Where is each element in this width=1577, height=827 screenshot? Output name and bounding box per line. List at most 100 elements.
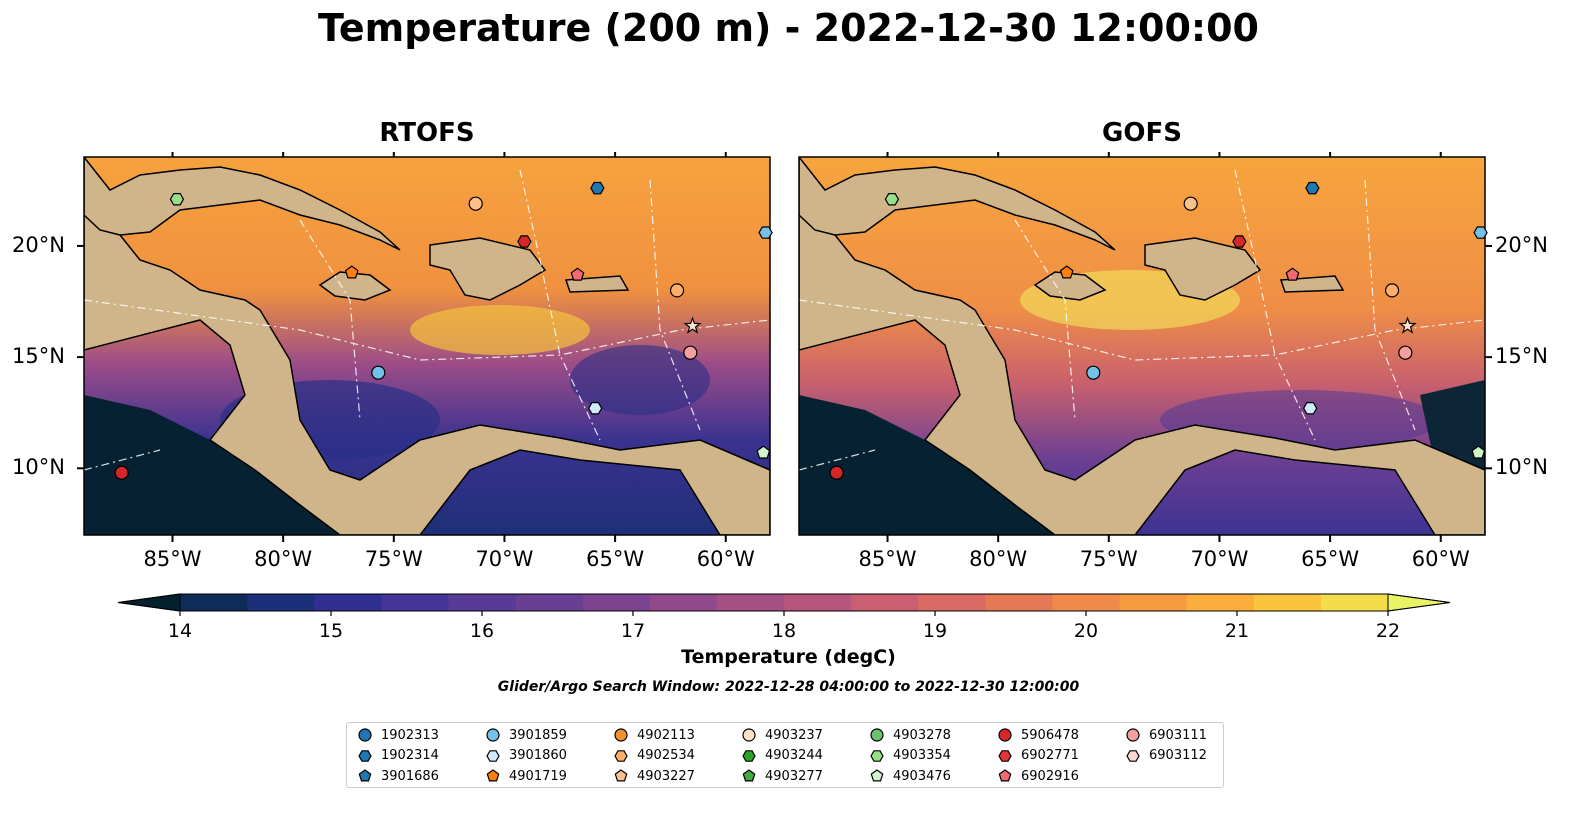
- legend-item: 4903237: [741, 726, 823, 744]
- legend-label: 5906478: [1021, 727, 1079, 743]
- y-tick-label: 20°N: [1495, 232, 1548, 257]
- x-tick-label: 60°W: [696, 547, 755, 571]
- legend-marker: [998, 749, 1012, 762]
- y-tick-label: 10°N: [1495, 455, 1548, 480]
- x-tick-label: 65°W: [586, 547, 645, 571]
- float-marker: [884, 193, 900, 206]
- float-markers: [114, 181, 1488, 480]
- colorbar-segment: [448, 594, 517, 611]
- colorbar-extend-min: [117, 593, 181, 612]
- float-legend: 1902313 1902314 3901686 3901859 3901860 49017…: [346, 722, 1224, 788]
- float-marker: [1086, 365, 1101, 380]
- map-frame-rtofs: [83, 156, 771, 536]
- legend-label: 4903244: [765, 748, 823, 763]
- float-marker: [1183, 196, 1198, 211]
- cuba-land: [799, 157, 1116, 251]
- colorbar-segment: [314, 594, 382, 611]
- legend-marker-icon: [742, 728, 756, 742]
- legend-label: 4903227: [637, 768, 695, 784]
- legend-label: 4903354: [893, 748, 951, 763]
- float-marker: [1303, 402, 1318, 415]
- colorbar: [117, 593, 1451, 616]
- float-marker: [1473, 226, 1488, 239]
- legend-item: 4902113: [613, 726, 695, 744]
- float-marker: [517, 235, 532, 248]
- legend-label: 6903111: [1149, 727, 1207, 743]
- legend-marker-icon: [1126, 749, 1140, 762]
- legend-item: 5906478: [997, 726, 1079, 744]
- pacific-ocean: [84, 395, 340, 535]
- legend-marker-icon: [614, 749, 628, 762]
- legend-item: 1902314: [357, 747, 439, 765]
- jamaica-land: [1033, 271, 1107, 301]
- cold-eddy: [570, 345, 710, 415]
- colorbar-segment: [247, 594, 315, 611]
- colorbar-tick-label: 22: [1375, 620, 1401, 642]
- legend-marker-icon: [998, 728, 1012, 742]
- float-marker: [169, 193, 185, 206]
- colorbar-segment: [784, 594, 852, 611]
- legend-marker-icon: [358, 728, 372, 742]
- x-tick-label: 65°W: [1301, 547, 1360, 571]
- colorbar-tick-label: 14: [167, 620, 193, 642]
- float-marker: [1384, 283, 1400, 298]
- float-marker: [114, 465, 129, 480]
- legend-marker: [358, 749, 372, 762]
- colorbar-segment: [716, 594, 785, 611]
- legend-item: 6903111: [1125, 726, 1207, 744]
- colorbar-label: Temperature (degC): [681, 646, 896, 668]
- search-window-note: Glider/Argo Search Window: 2022-12-28 04…: [497, 679, 1080, 695]
- map-panel-rtofs: [84, 157, 770, 535]
- legend-item: 4903476: [869, 767, 951, 785]
- x-tick-label: 85°W: [143, 547, 202, 571]
- colorbar-segment: [381, 594, 449, 611]
- x-tick-label: 70°W: [1190, 547, 1249, 571]
- pacific-ocean: [799, 395, 1055, 535]
- axis-ticks: [77, 152, 1492, 542]
- x-tick-label: 80°W: [969, 547, 1028, 571]
- legend-marker: [998, 728, 1012, 742]
- legend-label: 4903476: [893, 768, 951, 784]
- float-marker: [683, 316, 702, 334]
- legend-marker: [742, 728, 756, 742]
- colorbar-tick-label: 20: [1073, 620, 1099, 642]
- legend-item: 4902534: [613, 747, 695, 765]
- legend-marker: [742, 769, 756, 782]
- legend-label: 1902314: [381, 748, 439, 763]
- legend-marker-icon: [998, 749, 1012, 762]
- colorbar-segment: [649, 594, 718, 611]
- colorbar-tick-label: 16: [469, 620, 495, 642]
- legend-marker: [998, 769, 1012, 782]
- x-tick-label: 70°W: [475, 547, 534, 571]
- legend-label: 3901860: [509, 748, 567, 763]
- float-marker: [829, 465, 844, 480]
- legend-marker-icon: [358, 769, 372, 782]
- float-marker: [1398, 316, 1417, 334]
- float-marker: [570, 267, 585, 281]
- legend-label: 4903278: [893, 727, 951, 743]
- colorbar-tick-label: 17: [620, 620, 646, 642]
- legend-label: 1902313: [381, 727, 439, 743]
- legend-marker: [486, 728, 500, 742]
- legend-marker: [1126, 728, 1140, 742]
- legend-label: 3901859: [509, 727, 567, 743]
- float-marker: [590, 181, 605, 195]
- colorbar-segment: [1119, 594, 1188, 611]
- float-marker: [1305, 181, 1320, 195]
- colorbar-tick-label: 15: [318, 620, 344, 642]
- legend-item: 3901860: [485, 747, 567, 765]
- legend-item: 1902313: [357, 726, 439, 744]
- legend-item: 6902771: [997, 747, 1079, 765]
- cuba-land: [84, 157, 401, 251]
- legend-marker-icon: [614, 769, 628, 782]
- x-tick-label: 60°W: [1411, 547, 1470, 571]
- float-marker: [1471, 445, 1486, 459]
- legend-item: 4903277: [741, 767, 823, 785]
- legend-marker: [870, 728, 884, 742]
- colorbar-segment: [1253, 594, 1322, 611]
- colorbar-tick-label: 18: [771, 620, 797, 642]
- x-tick-label: 85°W: [858, 547, 917, 571]
- legend-marker: [1126, 749, 1140, 762]
- legend-marker-icon: [742, 769, 756, 782]
